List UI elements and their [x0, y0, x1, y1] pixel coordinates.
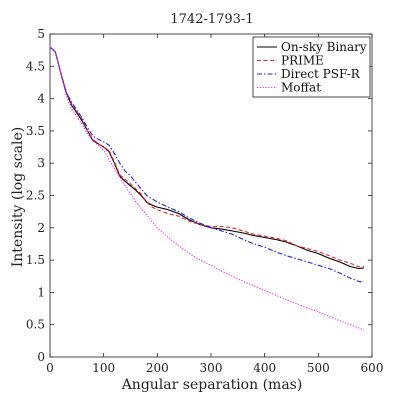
series-line-2	[49, 46, 364, 283]
y-axis-title: Intensity (log scale)	[10, 127, 26, 268]
y-tick-label: 0	[37, 350, 45, 364]
y-tick-label: 3	[37, 156, 45, 170]
legend-label-0: On-sky Binary	[281, 40, 367, 54]
x-tick-label: 600	[361, 361, 384, 375]
x-tick-label: 500	[307, 361, 330, 375]
series-line-0	[49, 46, 364, 270]
x-tick-label: 400	[253, 361, 276, 375]
x-axis-title: Angular separation (mas)	[121, 377, 303, 393]
x-tick-label: 0	[46, 361, 54, 375]
x-tick-label: 300	[200, 361, 223, 375]
x-tick-label: 100	[92, 361, 115, 375]
y-tick-label: 5	[37, 27, 45, 41]
plot-area: 0 100 200 300 400 500 600 0 0.5 1 1.5 2 2.5 3 3.5 4 4.5 5	[26, 27, 384, 375]
legend-label-3: Moffat	[281, 81, 321, 95]
series-line-3	[49, 46, 365, 331]
chart-title: 1742-1793-1	[170, 12, 253, 27]
y-tick-label: 1.5	[26, 253, 45, 267]
y-tick-label: 4.5	[26, 59, 45, 73]
legend-label-1: PRIME	[281, 54, 324, 68]
legend-label-2: Direct PSF-R	[281, 67, 361, 81]
y-tick-label: 2.5	[26, 189, 45, 203]
y-tick-label: 0.5	[26, 318, 45, 332]
y-tick-label: 3.5	[26, 124, 45, 138]
y-tick-label: 2	[37, 221, 45, 235]
x-tick-label: 200	[146, 361, 169, 375]
y-tick-label: 4	[37, 92, 45, 106]
y-tick-label: 1	[37, 285, 45, 299]
